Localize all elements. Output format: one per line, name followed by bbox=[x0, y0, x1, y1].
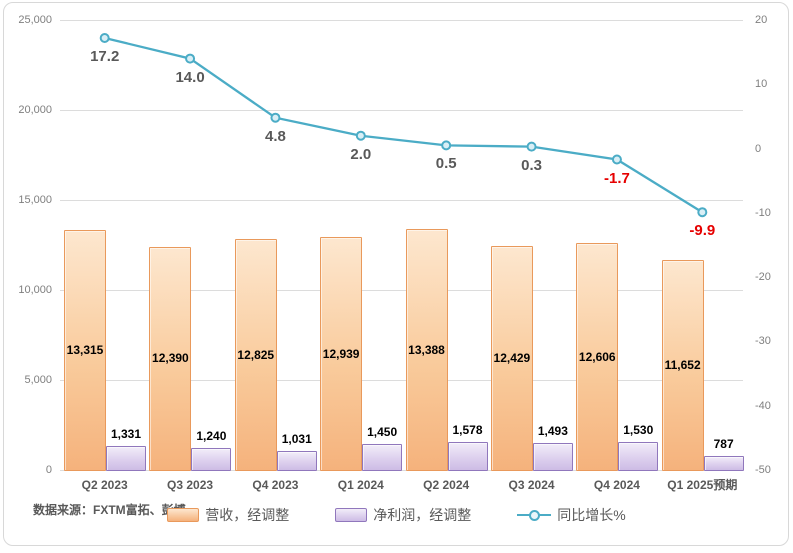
profit-value-label: 787 bbox=[713, 436, 734, 451]
revenue-bar bbox=[405, 229, 448, 471]
profit-swatch-icon bbox=[335, 508, 368, 522]
yoy-value-label: 4.8 bbox=[265, 127, 286, 145]
revenue-bar bbox=[490, 246, 533, 471]
right-axis-tick-label: -40 bbox=[755, 399, 771, 412]
revenue-bar bbox=[64, 230, 106, 471]
right-axis-tick-label: -50 bbox=[755, 464, 771, 476]
x-axis-label: Q1 2024 bbox=[337, 478, 384, 492]
legend-item-revenue: 营收，经调整 bbox=[167, 505, 289, 525]
line-point bbox=[355, 130, 366, 141]
gridline bbox=[60, 290, 743, 291]
profit-value-label: 1,578 bbox=[452, 422, 483, 437]
profit-value-label: 1,530 bbox=[623, 423, 654, 438]
yoy-value-label: 0.5 bbox=[435, 155, 457, 173]
left-axis-tick-label: 0 bbox=[45, 464, 52, 476]
revenue-value-label: 12,606 bbox=[578, 349, 616, 364]
revenue-value-label: 11,652 bbox=[664, 358, 701, 373]
left-axis-tick-label: 15,000 bbox=[18, 194, 52, 206]
x-axis-label: Q2 2024 bbox=[423, 478, 470, 492]
right-axis-tick-label: 20 bbox=[755, 14, 768, 26]
x-axis-label: Q2 2023 bbox=[81, 478, 128, 492]
line-point bbox=[526, 141, 537, 152]
yoy-value-label: 2.0 bbox=[350, 145, 372, 163]
x-axis-label: Q3 2024 bbox=[508, 478, 555, 492]
legend-label-yoy: 同比增长% bbox=[557, 507, 626, 523]
revenue-bar bbox=[576, 243, 619, 471]
revenue-swatch-icon bbox=[167, 508, 200, 522]
right-axis-tick-label: 0 bbox=[755, 142, 762, 155]
legend-item-yoy: 同比增长% bbox=[517, 505, 626, 525]
profit-bar bbox=[106, 446, 146, 471]
x-axis-label: Q3 2023 bbox=[167, 478, 214, 492]
yoy-value-label: 14.0 bbox=[175, 68, 205, 86]
line-point bbox=[697, 207, 708, 218]
right-axis-tick-label: -20 bbox=[755, 271, 771, 284]
legend-item-profit: 净利润，经调整 bbox=[335, 505, 471, 525]
profit-bar bbox=[618, 442, 659, 471]
revenue-bar bbox=[234, 239, 277, 471]
legend-label-profit: 净利润，经调整 bbox=[373, 507, 472, 523]
revenue-value-label: 13,388 bbox=[408, 342, 445, 357]
line-point bbox=[270, 112, 281, 123]
yoy-value-label: -9.9 bbox=[689, 222, 716, 240]
revenue-value-label: 12,390 bbox=[152, 351, 189, 366]
line-point bbox=[99, 33, 110, 43]
left-axis-tick-label: 5,000 bbox=[24, 374, 52, 386]
profit-bar bbox=[447, 441, 488, 471]
profit-value-label: 1,240 bbox=[196, 428, 227, 443]
right-axis-tick-label: -30 bbox=[755, 335, 771, 348]
revenue-value-label: 12,939 bbox=[322, 346, 360, 361]
revenue-value-label: 12,825 bbox=[237, 347, 275, 362]
profit-bar bbox=[703, 455, 744, 471]
left-axis-tick-label: 20,000 bbox=[18, 104, 52, 116]
yoy-line bbox=[104, 36, 703, 214]
profit-bar bbox=[362, 443, 403, 471]
profit-value-label: 1,031 bbox=[281, 432, 312, 447]
yoy-value-label: 0.3 bbox=[521, 156, 542, 174]
x-axis-label: Q4 2023 bbox=[252, 478, 299, 492]
x-axis-label: Q4 2024 bbox=[593, 478, 640, 492]
gridline bbox=[60, 110, 743, 111]
profit-bar bbox=[191, 447, 232, 471]
line-point bbox=[185, 53, 196, 64]
revenue-bar bbox=[320, 237, 363, 471]
left-axis-tick-label: 25,000 bbox=[18, 14, 52, 26]
profit-value-label: 1,331 bbox=[110, 427, 142, 442]
legend-label-revenue: 营收，经调整 bbox=[205, 507, 290, 523]
source-note: 数据来源：FXTM富拓、彭博 bbox=[33, 503, 186, 517]
revenue-bar bbox=[661, 260, 704, 471]
left-axis-tick-label: 10,000 bbox=[18, 284, 52, 296]
line-marker-swatch-icon bbox=[517, 510, 552, 521]
revenue-bar bbox=[149, 246, 192, 471]
profit-value-label: 1,493 bbox=[537, 424, 568, 439]
gridline bbox=[60, 380, 743, 381]
gridline bbox=[60, 200, 743, 201]
revenue-value-label: 12,429 bbox=[493, 351, 531, 366]
legend: 营收，经调整 净利润，经调整 同比增长% bbox=[0, 505, 793, 525]
line-point bbox=[441, 140, 452, 151]
line-point bbox=[611, 154, 622, 165]
right-axis-tick-label: -10 bbox=[755, 206, 771, 219]
yoy-value-label: 17.2 bbox=[90, 48, 120, 65]
x-axis-label: Q1 2025预期 bbox=[667, 478, 738, 492]
revenue-value-label: 13,315 bbox=[66, 343, 104, 358]
right-axis-tick-label: 10 bbox=[755, 78, 768, 91]
gridline bbox=[60, 20, 743, 21]
profit-value-label: 1,450 bbox=[367, 424, 398, 439]
yoy-value-label: -1.7 bbox=[604, 169, 630, 187]
profit-bar bbox=[276, 451, 317, 471]
profit-bar bbox=[532, 443, 573, 471]
